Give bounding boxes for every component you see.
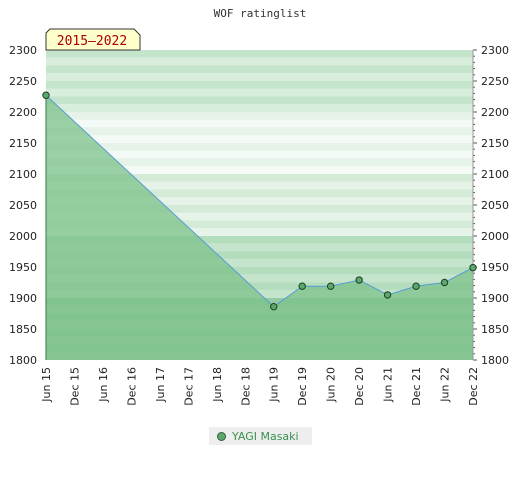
x-tick-label: Jun 19 — [268, 367, 281, 403]
x-tick-label: Jun 21 — [382, 367, 395, 403]
band-stripe — [46, 81, 473, 89]
x-tick-label: Jun 16 — [97, 367, 110, 403]
chart-title: WOF ratinglist — [214, 7, 307, 20]
band-stripe — [46, 150, 473, 159]
band-stripe — [46, 236, 473, 244]
y-tick-label-left: 2250 — [9, 75, 37, 88]
y-axis-left: 1800 1850 1900 1950 2000 2050 2100 2150 2200 2250… — [9, 44, 37, 367]
data-point[interactable] — [383, 291, 392, 299]
y-tick-label-left: 2300 — [9, 44, 37, 57]
band-stripe — [46, 181, 473, 190]
y-tick-label-right: 2150 — [481, 137, 509, 150]
legend-label: YAGI Masaki — [232, 429, 299, 443]
period-badge-label: 2015–2022 — [57, 34, 127, 49]
y-tick-label-right: 2200 — [481, 106, 509, 119]
legend[interactable]: YAGI Masaki — [209, 427, 312, 445]
y-tick-label-right: 1900 — [481, 292, 509, 305]
data-point[interactable] — [412, 282, 420, 290]
band-stripe — [46, 174, 473, 182]
y-tick-label-right: 2250 — [481, 75, 509, 88]
x-tick-label: Jun 20 — [325, 367, 338, 403]
x-axis: Jun 15 Dec 15 Jun 16 Dec 16 Jun 17 Dec 17 Jun … — [40, 367, 480, 406]
band-stripe — [46, 274, 473, 283]
x-tick-label: Dec 16 — [125, 367, 138, 406]
band-stripe — [46, 73, 473, 81]
y-tick-label-left: 2050 — [9, 199, 37, 212]
y-tick-label-left: 1900 — [9, 292, 37, 305]
band-stripe — [46, 267, 473, 275]
band-stripe — [46, 104, 473, 112]
x-tick-label: Jun 15 — [40, 367, 53, 403]
data-point[interactable] — [440, 278, 449, 287]
x-tick-label: Dec 22 — [467, 367, 480, 406]
data-point[interactable] — [270, 302, 278, 311]
data-point[interactable] — [298, 282, 306, 290]
x-tick-label: Dec 18 — [239, 367, 252, 406]
band-stripe — [46, 166, 473, 174]
y-tick-label-right: 1800 — [481, 354, 509, 367]
data-point[interactable] — [326, 282, 335, 290]
x-tick-label: Dec 21 — [410, 367, 423, 406]
x-tick-label: Jun 18 — [211, 367, 224, 403]
y-tick-label-right: 2050 — [481, 199, 509, 212]
y-tick-label-left: 2100 — [9, 168, 37, 181]
band-stripe — [46, 135, 473, 143]
band-stripe — [46, 158, 473, 167]
band-stripe — [46, 259, 473, 267]
y-tick-label-left: 2150 — [9, 137, 37, 150]
band-stripe — [46, 119, 473, 128]
band-stripe — [46, 50, 473, 58]
y-axis-right: 1800 1850 1900 1950 2000 2050 2100 2150 2200 2250… — [481, 44, 509, 367]
x-tick-label: Jun 17 — [154, 367, 167, 403]
band-stripe — [46, 228, 473, 236]
x-tick-label: Dec 17 — [182, 367, 195, 406]
band-stripe — [46, 88, 473, 97]
band-stripe — [46, 282, 473, 291]
data-point[interactable] — [355, 276, 363, 284]
band-stripe — [46, 57, 473, 66]
axis-ticks — [472, 49, 477, 361]
y-tick-label-left: 1800 — [9, 354, 37, 367]
period-badge: 2015–2022 — [45, 28, 141, 51]
band-stripe — [46, 127, 473, 136]
series-area — [46, 95, 473, 360]
data-markers — [42, 91, 477, 311]
y-tick-label-left: 1850 — [9, 323, 37, 336]
band-stripe — [46, 65, 473, 74]
y-tick-label-right: 2300 — [481, 44, 509, 57]
band-stripe — [46, 251, 473, 260]
x-tick-label: Dec 15 — [68, 367, 81, 406]
x-tick-label: Dec 19 — [296, 367, 309, 406]
y-tick-label-left: 2200 — [9, 106, 37, 119]
band-stripe — [46, 212, 473, 221]
band-stripe — [46, 220, 473, 229]
band-stripe — [46, 112, 473, 120]
y-tick-label-right: 1850 — [481, 323, 509, 336]
data-point[interactable] — [469, 263, 477, 272]
x-tick-label: Dec 20 — [353, 367, 366, 406]
y-tick-label-right: 2000 — [481, 230, 509, 243]
y-tick-label-left: 1950 — [9, 261, 37, 274]
band-stripe — [46, 243, 473, 252]
x-tick-label: Jun 22 — [439, 367, 452, 403]
y-tick-label-left: 2000 — [9, 230, 37, 243]
y-tick-label-right: 2100 — [481, 168, 509, 181]
band-stripe — [46, 96, 473, 105]
legend-marker — [217, 431, 226, 441]
y-tick-label-right: 1950 — [481, 261, 509, 274]
band-stripe — [46, 143, 473, 151]
band-stripe — [46, 189, 473, 198]
data-point[interactable] — [42, 91, 50, 99]
band-stripe — [46, 197, 473, 205]
band-stripe — [46, 205, 473, 213]
